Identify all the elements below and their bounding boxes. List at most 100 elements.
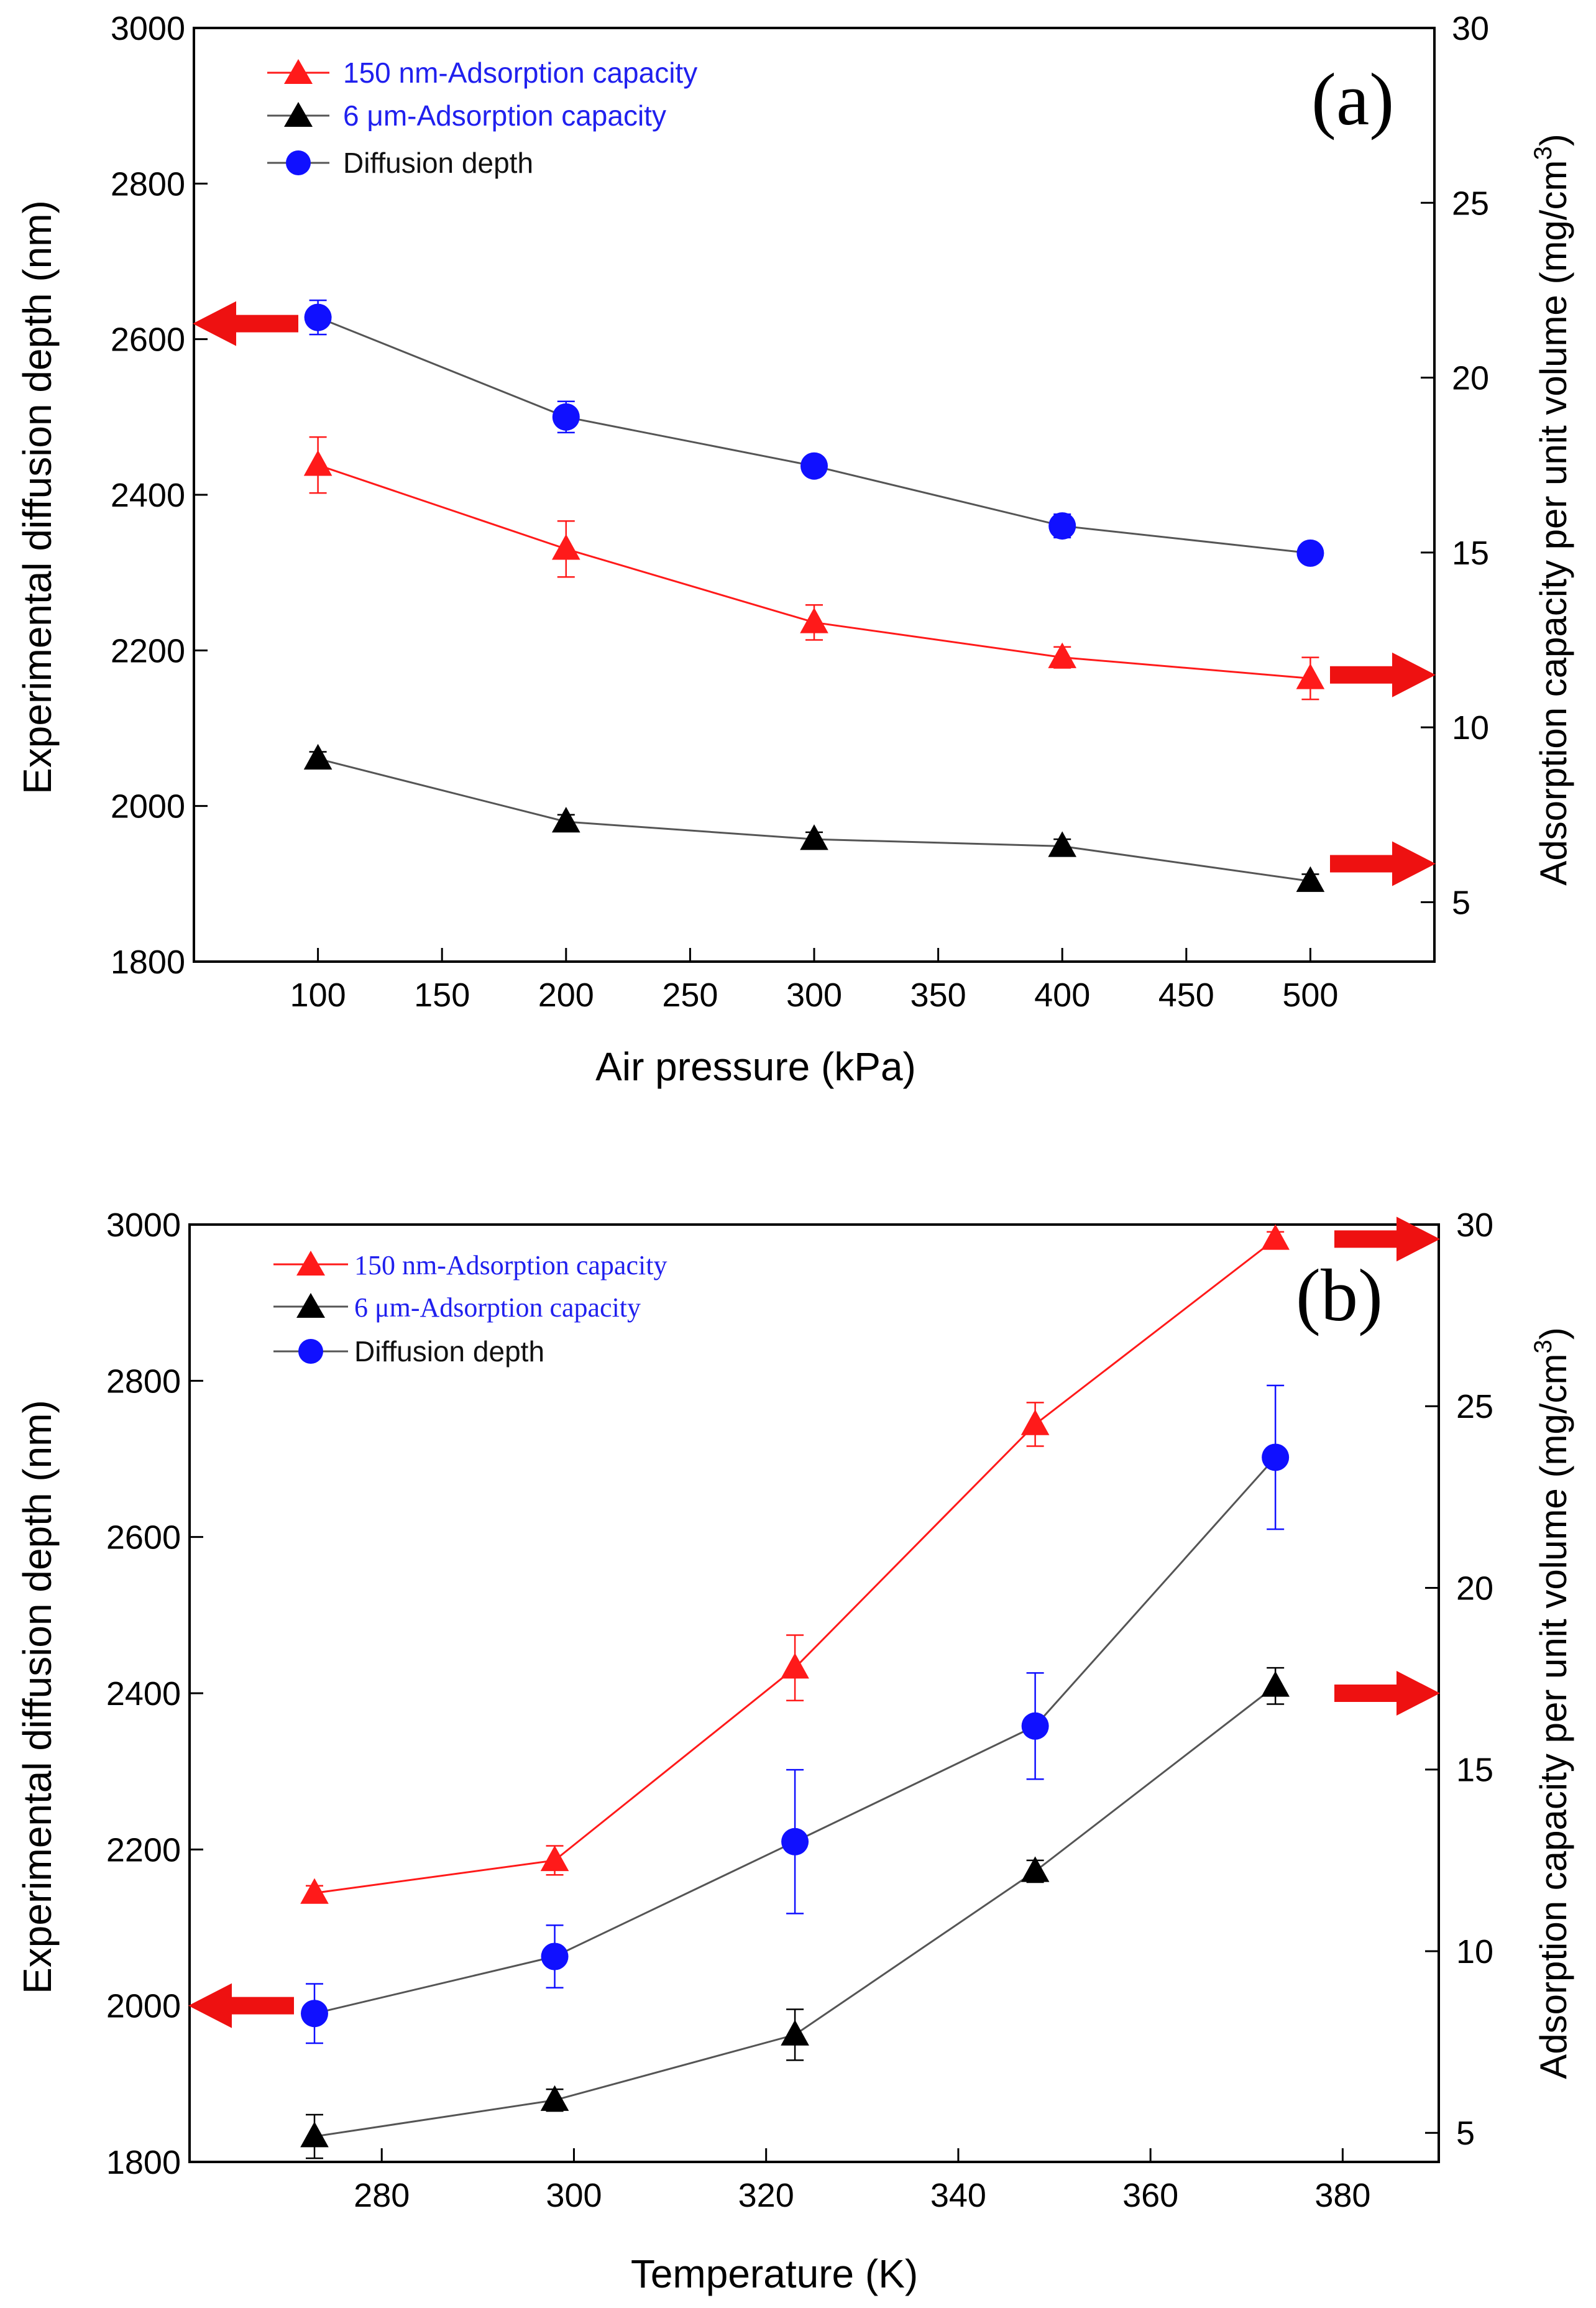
point-a-black-3: [1048, 831, 1076, 857]
point-a-blue-4: [1296, 539, 1324, 567]
point-b-red-2: [781, 1653, 809, 1679]
legend-a-label-diffusion: Diffusion depth: [343, 147, 533, 179]
point-b-red-0: [300, 1878, 329, 1904]
series-line-a-blue: [318, 316, 1311, 554]
legend-b-black-triangle-icon: [296, 1293, 325, 1318]
legend-b-blue-circle-icon: [298, 1339, 323, 1364]
y-left-tick-label-b-2200: 2200: [106, 1831, 181, 1869]
arrow-right-b-2: [1334, 1671, 1440, 1716]
series-line-a-red: [318, 464, 1311, 679]
y-left-tick-label-a-3000: 3000: [111, 10, 185, 47]
point-b-blue-4: [1262, 1443, 1290, 1471]
point-a-black-1: [552, 806, 580, 833]
x-tick-label-a-300: 300: [786, 977, 842, 1014]
x-tick-label-b-380: 380: [1314, 2177, 1370, 2214]
arrow-right-b-1: [1334, 1216, 1440, 1262]
point-b-blue-3: [1021, 1712, 1049, 1740]
y-axis-right-label-a: Adsorption capacity per unit volume (mg/…: [1530, 134, 1574, 885]
x-tick-label-a-150: 150: [414, 977, 470, 1014]
point-b-red-1: [540, 1845, 569, 1872]
point-b-black-1: [540, 2085, 569, 2111]
panel-label-a: (a): [1311, 58, 1394, 140]
y-axis-right-label-a-close: ): [1533, 134, 1574, 146]
arrow-right-a-1: [1330, 652, 1436, 697]
point-a-blue-2: [800, 452, 828, 480]
point-b-black-3: [1020, 1856, 1050, 1882]
x-tick-label-b-340: 340: [930, 2177, 986, 2214]
y-left-tick-label-a-2000: 2000: [111, 788, 185, 825]
x-tick-label-a-500: 500: [1282, 977, 1338, 1014]
x-tick-label-a-450: 450: [1158, 977, 1214, 1014]
y-axis-left-label-a: Experimental diffusion depth (nm): [15, 200, 60, 794]
y-axis-right-label-a-main: Adsorption capacity per unit volume (mg/…: [1533, 160, 1574, 886]
y-left-tick-label-b-2400: 2400: [106, 1675, 181, 1713]
legend-a-black-triangle-icon: [284, 102, 313, 127]
series-line-a-black: [318, 758, 1311, 883]
arrows-layer-b: [188, 1216, 1440, 2028]
x-tick-label-b-360: 360: [1122, 2177, 1178, 2214]
point-a-red-0: [303, 450, 332, 476]
legend-a-label-150nm: 150 nm-Adsorption capacity: [343, 57, 697, 89]
point-b-blue-0: [301, 2000, 328, 2028]
point-b-black-0: [300, 2122, 329, 2148]
legend-a-blue-circle-icon: [286, 150, 311, 175]
series-layer-a: [303, 299, 1325, 892]
point-b-red-3: [1020, 1409, 1050, 1435]
axes-ticks-b: 280 300 320 340 360 380 1800 2000 2200 2400 2600 28…: [106, 1207, 1493, 2214]
y-right-tick-label-a-30: 30: [1452, 10, 1489, 47]
point-a-black-0: [303, 743, 332, 770]
arrows-layer-a: [193, 301, 1436, 886]
x-tick-label-a-250: 250: [662, 977, 718, 1014]
point-a-blue-1: [552, 403, 580, 431]
panel-label-b: (b): [1296, 1254, 1383, 1336]
y-left-tick-label-a-1800: 1800: [111, 944, 185, 981]
point-a-black-4: [1296, 866, 1325, 892]
legend-b-label-6um: 6 μm-Adsorption capacity: [354, 1292, 641, 1323]
panel-b: 280 300 320 340 360 380 1800 2000 2200 2400 2600 28…: [15, 1207, 1574, 2296]
point-b-black-4: [1261, 1671, 1290, 1697]
legend-b-red-triangle-icon: [296, 1251, 325, 1276]
y-right-tick-label-b-25: 25: [1456, 1388, 1493, 1425]
x-tick-label-a-100: 100: [290, 977, 346, 1014]
x-axis-label-b: Temperature (K): [631, 2251, 918, 2296]
y-axis-right-label-b-main: Adsorption capacity per unit volume (mg/…: [1533, 1354, 1574, 2079]
y-right-tick-label-a-10: 10: [1452, 709, 1489, 747]
y-axis-left-label-b: Experimental diffusion depth (nm): [15, 1400, 60, 1994]
series-line-b-blue: [314, 1456, 1277, 2015]
y-right-tick-label-b-20: 20: [1456, 1570, 1493, 1607]
legend-b: 150 nm-Adsorption capacity 6 μm-Adsorpti…: [273, 1250, 667, 1368]
x-tick-label-b-320: 320: [738, 2177, 794, 2214]
y-left-tick-label-a-2800: 2800: [111, 165, 185, 203]
y-right-tick-label-a-5: 5: [1452, 884, 1470, 921]
y-left-tick-label-a-2600: 2600: [111, 321, 185, 359]
y-left-tick-label-a-2400: 2400: [111, 477, 185, 514]
point-a-blue-3: [1048, 512, 1076, 540]
series-layer-b: [300, 1224, 1290, 2159]
y-right-tick-label-a-25: 25: [1452, 185, 1489, 222]
arrow-left-b-0: [188, 1983, 294, 2028]
x-tick-label-b-280: 280: [354, 2177, 410, 2214]
x-axis-label-a: Air pressure (kPa): [595, 1044, 916, 1089]
y-right-tick-label-b-10: 10: [1456, 1933, 1493, 1970]
point-b-blue-2: [781, 1828, 809, 1855]
legend-a-label-6um: 6 μm-Adsorption capacity: [343, 99, 666, 132]
y-axis-right-label-b: Adsorption capacity per unit volume (mg/…: [1530, 1327, 1574, 2079]
x-tick-label-b-300: 300: [546, 2177, 602, 2214]
x-tick-label-a-350: 350: [910, 977, 966, 1014]
arrow-left-a-0: [193, 301, 298, 346]
point-b-blue-1: [541, 1942, 569, 1970]
point-a-red-2: [800, 607, 828, 633]
y-right-tick-label-b-30: 30: [1456, 1207, 1493, 1244]
legend-a-red-triangle-icon: [284, 59, 313, 84]
point-a-blue-0: [304, 303, 332, 331]
y-left-tick-label-b-2600: 2600: [106, 1519, 181, 1556]
axes-ticks-a: 100 150 200 250 300 350 400 450 500 1800 2000 2200 2…: [111, 10, 1489, 1014]
y-left-tick-label-b-2800: 2800: [106, 1363, 181, 1400]
y-left-tick-label-b-2000: 2000: [106, 1988, 181, 2025]
point-b-red-4: [1261, 1224, 1290, 1250]
y-left-tick-label-b-1800: 1800: [106, 2144, 181, 2181]
point-a-red-4: [1296, 663, 1325, 689]
x-tick-label-a-400: 400: [1034, 977, 1090, 1014]
legend-b-label-150nm: 150 nm-Adsorption capacity: [354, 1250, 667, 1280]
